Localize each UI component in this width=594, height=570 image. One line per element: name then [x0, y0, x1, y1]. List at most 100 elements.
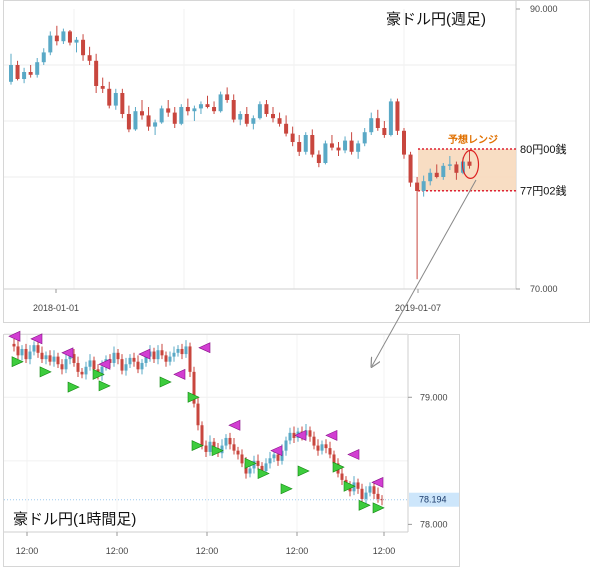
- candle-body: [248, 468, 252, 474]
- candle-body: [205, 104, 210, 107]
- candle-body: [336, 147, 341, 151]
- candle-body: [198, 104, 203, 109]
- candle-body: [356, 482, 360, 489]
- buy-signal-marker: [67, 381, 80, 393]
- candle-body: [316, 445, 320, 451]
- y-tick-label: 79.000: [420, 392, 448, 402]
- buy-signal-marker: [244, 457, 257, 469]
- candle-body: [218, 94, 223, 112]
- candle-body: [284, 123, 289, 134]
- candle-body: [107, 88, 112, 106]
- sell-signal-marker: [270, 445, 283, 457]
- candle-body: [188, 346, 192, 372]
- candle-body: [172, 352, 176, 357]
- candle-body: [251, 118, 256, 124]
- buy-signal-marker: [297, 465, 310, 477]
- y-tick-label: 90.000: [530, 4, 558, 14]
- candle-body: [156, 350, 160, 360]
- hourly-chart-title: 豪ドル円(1時間足): [13, 511, 137, 528]
- candle-body: [100, 86, 105, 89]
- candle-body: [316, 154, 321, 163]
- buy-signal-marker: [358, 499, 371, 511]
- candle-body: [166, 108, 171, 113]
- candle-body: [320, 444, 324, 451]
- candle-body: [146, 115, 151, 127]
- candle-body: [224, 437, 228, 446]
- candle-body: [41, 52, 46, 63]
- candle-body: [52, 356, 56, 362]
- candle-body: [252, 460, 256, 469]
- sell-signal-marker: [198, 342, 211, 354]
- sell-signal-marker: [371, 476, 384, 488]
- candle-body: [382, 128, 387, 135]
- candle-body: [332, 454, 336, 464]
- candle-body: [172, 112, 177, 124]
- candle-body: [212, 107, 217, 112]
- buy-signal-marker: [98, 380, 111, 392]
- candle-body: [312, 436, 316, 446]
- candle-body: [264, 463, 268, 471]
- candle-body: [276, 454, 280, 461]
- buy-signal-marker: [211, 445, 224, 457]
- candle-body: [28, 72, 33, 75]
- candle-body: [126, 114, 131, 130]
- candle-body: [196, 403, 200, 426]
- candle-body: [74, 39, 79, 43]
- candle-body: [244, 463, 248, 474]
- sell-signal-marker: [347, 449, 360, 460]
- candle-body: [72, 354, 76, 363]
- candle-body: [329, 143, 334, 148]
- candle-body: [264, 104, 269, 114]
- candle-body: [225, 94, 230, 100]
- candle-body: [28, 351, 32, 360]
- candle-body: [61, 31, 66, 42]
- candle-body: [232, 444, 236, 451]
- candle-body: [164, 355, 168, 362]
- candle-body: [228, 437, 232, 445]
- candle-body: [308, 430, 312, 437]
- candle-body: [288, 432, 292, 441]
- weekly-chart-svg: 90.000 70.000 2018-01-01 2019-01-07 予想レンジ 80円…: [4, 1, 566, 313]
- candle-body: [421, 181, 426, 191]
- candle-body: [124, 364, 128, 371]
- candle-body: [159, 108, 164, 123]
- candle-body: [56, 356, 60, 365]
- buy-signal-marker: [343, 480, 356, 492]
- candle-body: [272, 454, 276, 459]
- candle-body: [48, 355, 52, 362]
- hourly-chart-svg: 79.000 78.000 12:00 12:00 12:00 12:00 12:00 78.…: [4, 330, 459, 556]
- candle-body: [372, 486, 376, 494]
- candle-body: [40, 352, 44, 360]
- sell-signal-marker: [173, 368, 186, 380]
- candle-body: [231, 100, 236, 120]
- sell-signal-marker: [325, 429, 338, 441]
- candle-body: [415, 182, 420, 191]
- candle-body: [64, 359, 68, 370]
- candle-body: [133, 111, 138, 130]
- last-price-tag: 78.194: [419, 495, 447, 505]
- candle-body: [349, 140, 354, 152]
- highlight-ellipse: [461, 149, 480, 179]
- candle-body: [9, 65, 13, 82]
- candle-body: [362, 132, 367, 144]
- candle-body: [212, 441, 216, 449]
- candle-body: [120, 359, 124, 371]
- candle-body: [128, 357, 132, 365]
- candle-body: [324, 444, 328, 449]
- candle-body: [284, 440, 288, 451]
- candle-body: [200, 425, 204, 446]
- candle-body: [256, 460, 260, 466]
- candle-body: [204, 445, 208, 452]
- last-price-tag-bg: [409, 492, 459, 507]
- y-tick-label: 70.000: [530, 284, 558, 294]
- buy-signal-marker: [332, 461, 345, 473]
- candle-body: [428, 172, 433, 182]
- candle-body: [323, 143, 328, 163]
- candle-body: [356, 143, 361, 152]
- candle-body: [240, 454, 244, 464]
- weekly-chart-panel: 90.000 70.000 2018-01-01 2019-01-07 予想レンジ 80円…: [3, 0, 590, 323]
- candle-body: [15, 65, 20, 79]
- candle-body: [35, 62, 40, 75]
- candle-body: [368, 486, 372, 493]
- buy-signal-marker: [11, 356, 24, 368]
